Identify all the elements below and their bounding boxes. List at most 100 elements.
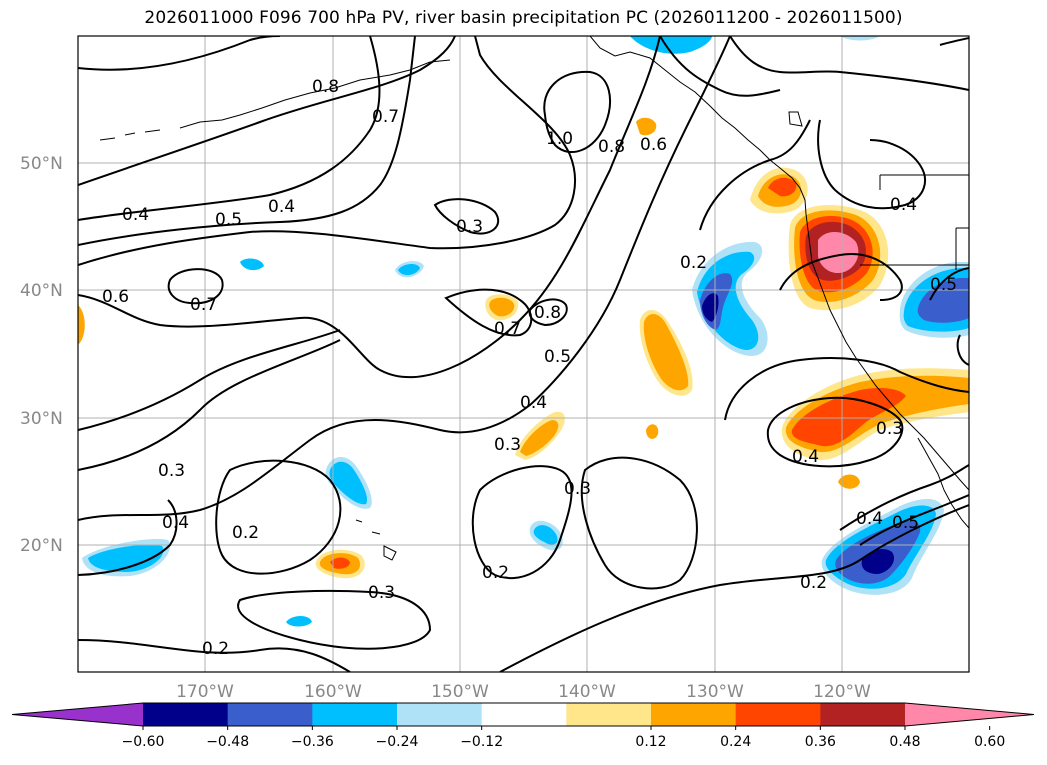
contour-label: 0.8 xyxy=(312,77,339,97)
map-title: 2026011000 F096 700 hPa PV, river basin … xyxy=(144,8,903,28)
hawaiian-islands xyxy=(355,519,397,561)
colorbar-tick-label: −0.12 xyxy=(460,734,503,750)
contour-label: 0.7 xyxy=(372,107,399,127)
contour-line xyxy=(78,36,731,521)
lat-label: 50°N xyxy=(20,154,63,174)
contour-label: 0.4 xyxy=(520,393,547,413)
contour-line xyxy=(78,36,576,266)
north-america-coast xyxy=(589,36,969,491)
colorbar-extend-high xyxy=(905,703,1034,726)
neg-shade xyxy=(398,264,420,276)
baja-coast xyxy=(917,437,969,529)
contour-label: 0.5 xyxy=(892,513,919,533)
contour-closed xyxy=(528,298,568,327)
colorbar-tick-label: 0.48 xyxy=(889,734,920,750)
lat-label: 20°N xyxy=(20,536,63,556)
contour-label: 0.2 xyxy=(800,573,827,593)
pos-shade xyxy=(791,388,906,447)
contour-label: 0.2 xyxy=(680,253,707,273)
aleutian-islands-west xyxy=(99,129,161,141)
contour-line xyxy=(839,464,969,531)
contour-label: 0.4 xyxy=(122,205,149,225)
neg-shade xyxy=(840,36,880,41)
contour-label: 0.5 xyxy=(215,210,242,230)
map-area: 0.8 0.7 0.4 0.4 0.5 0.3 1.0 0.8 0.6 0.6 … xyxy=(78,36,969,672)
contour-label: 0.5 xyxy=(544,347,571,367)
contour-label: 0.7 xyxy=(190,295,217,315)
neg-shade xyxy=(329,461,368,505)
contour-label: 1.0 xyxy=(546,129,573,149)
pos-shade xyxy=(636,117,657,136)
contour-line xyxy=(78,36,381,221)
contour-closed xyxy=(766,396,904,468)
contour-line xyxy=(859,494,969,546)
aleutian-islands xyxy=(179,59,451,129)
contour-closed xyxy=(433,198,500,235)
contour-line xyxy=(78,36,281,71)
contour-label: 0.8 xyxy=(534,303,561,323)
pos-shade xyxy=(838,474,860,489)
colorbar-tick-label: −0.60 xyxy=(122,734,165,750)
contour-closed xyxy=(471,465,573,580)
contour-label: 0.4 xyxy=(890,195,917,215)
colorbar-segment xyxy=(143,703,229,726)
contour-line xyxy=(659,36,781,97)
map-frame xyxy=(77,35,970,673)
pos-shade xyxy=(520,420,559,456)
colorbar-tick-label: 0.36 xyxy=(805,734,836,750)
contour-line xyxy=(78,36,661,379)
contour-line xyxy=(78,36,456,186)
contour-label: 0.3 xyxy=(368,583,395,603)
lon-label: 150°W xyxy=(431,682,489,702)
contour-label: 0.2 xyxy=(232,523,259,543)
contour-label: 0.2 xyxy=(202,639,229,659)
neg-shade xyxy=(88,544,164,572)
pos-shade xyxy=(489,297,515,317)
contour-label: 0.3 xyxy=(456,217,483,237)
colorbar-segment xyxy=(735,703,821,726)
neg-shade xyxy=(917,278,969,323)
colorbar-segment xyxy=(227,703,313,726)
colorbar-segment xyxy=(397,703,483,726)
pos-shade xyxy=(330,557,350,569)
colorbar-tick-label: 0.12 xyxy=(635,734,666,750)
colorbar-tick-label: 0.60 xyxy=(974,734,1005,750)
lat-label: 30°N xyxy=(20,409,63,429)
contour-label: 0.3 xyxy=(876,419,903,439)
colorbar-tick-label: −0.48 xyxy=(206,734,249,750)
lon-label: 160°W xyxy=(304,682,362,702)
colorbar: −0.60 −0.48 −0.36 −0.24 −0.12 0.12 0.24 0.36 0.4… xyxy=(11,702,1035,750)
contour-line xyxy=(817,119,926,210)
colorbar-tick-label: −0.24 xyxy=(376,734,419,750)
colorbar-tick-label: −0.36 xyxy=(291,734,334,750)
contour-label: 0.6 xyxy=(102,287,129,307)
colorbar-segment xyxy=(312,703,398,726)
contour-closed xyxy=(237,589,432,650)
colorbar-tick-label: 0.24 xyxy=(720,734,751,750)
pos-shade xyxy=(78,305,85,345)
contour-label: 0.7 xyxy=(494,319,521,339)
lat-label: 40°N xyxy=(20,281,63,301)
neg-shade xyxy=(861,549,895,574)
lon-label: 130°W xyxy=(686,682,744,702)
contour-line xyxy=(779,253,903,301)
contour-line xyxy=(724,357,969,421)
pos-shade xyxy=(643,313,689,391)
contour-label: 0.4 xyxy=(162,513,189,533)
contour-label: 0.8 xyxy=(598,137,625,157)
neg-shade xyxy=(533,525,558,545)
precip-shading xyxy=(78,36,969,627)
neg-shade xyxy=(630,36,712,54)
contour-label-group: 0.8 0.7 0.4 0.4 0.5 0.3 1.0 0.8 0.6 0.6 … xyxy=(102,77,957,659)
lat-labels: 50°N 40°N 30°N 20°N xyxy=(20,154,63,556)
contour-label: 0.4 xyxy=(268,197,295,217)
pos-shade xyxy=(768,177,797,197)
contour-closed xyxy=(580,456,698,590)
contour-line xyxy=(956,334,969,366)
lon-label: 140°W xyxy=(558,682,616,702)
contour-closed xyxy=(543,70,611,154)
contour-line xyxy=(78,339,341,471)
contour-line xyxy=(78,639,351,672)
contour-label: 0.4 xyxy=(856,509,883,529)
